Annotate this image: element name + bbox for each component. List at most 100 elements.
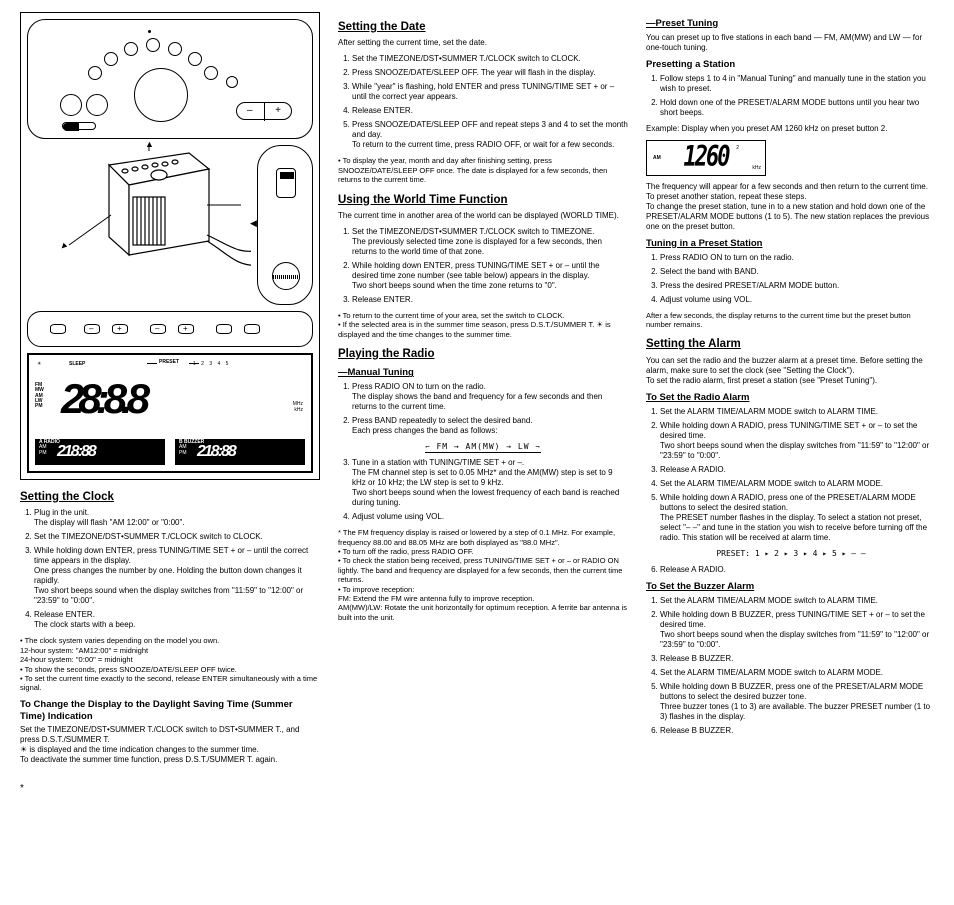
lcd-bands: FM MW AM LW PM <box>35 383 44 409</box>
lcd-mini-preset: 2 <box>736 145 739 151</box>
band-sequence: ⌐ FM → AM(MW) → LW ¬ <box>338 442 628 452</box>
mid-column: Setting the Date After setting the curre… <box>338 12 628 802</box>
h-pre-tune: Tuning in a Preset Station <box>646 238 936 250</box>
pre-step-1: Follow steps 1 to 4 in "Manual Tuning" a… <box>660 74 936 94</box>
h-dst: To Change the Display to the Daylight Sa… <box>20 699 320 723</box>
ra-step-2: While holding down A RADIO, press TUNING… <box>660 421 936 461</box>
lcd-alarm-a-seg: 218:88 <box>57 442 95 462</box>
pretune-note: After a few seconds, the display returns… <box>646 311 936 330</box>
preset-example: Example: Display when you preset AM 1260… <box>646 124 936 134</box>
manual-note: * The FM frequency display is raised or … <box>338 528 628 622</box>
diagram-device-iso: ▲ ▼ <box>27 145 251 275</box>
diagram-front-strip: – + – + <box>27 311 313 347</box>
h-manual: —Manual Tuning <box>338 367 628 379</box>
date-step-4: Release ENTER. <box>352 106 628 116</box>
lcd-preset-example: AM 1260 2 kHz <box>646 140 766 176</box>
list-manual2: Tune in a station with TUNING/TIME SET +… <box>338 458 628 522</box>
pretune-step-4: Adjust volume using VOL. <box>660 295 936 305</box>
alarm-intro: You can set the radio and the buzzer ala… <box>646 356 936 386</box>
ra-step-1: Set the ALARM TIME/ALARM MODE switch to … <box>660 407 936 417</box>
ra-step-4: Set the ALARM TIME/ALARM MODE switch to … <box>660 479 936 489</box>
lcd-mhz: MHz kHz <box>293 401 303 414</box>
ra-step-3: Release A RADIO. <box>660 465 936 475</box>
lcd-alarm-a-ampm: AM PM <box>39 445 47 456</box>
date-step-1: Set the TIMEZONE/DST•SUMMER T./CLOCK swi… <box>352 54 628 64</box>
setclock-step-3: While holding down ENTER, press TUNING/T… <box>34 546 320 606</box>
lcd-mini-freq: 1260 <box>684 140 729 176</box>
pretune-step-1: Press RADIO ON to turn on the radio. <box>660 253 936 263</box>
lcd-sleep: SLEEP <box>69 361 85 367</box>
ba-step-3: Release B BUZZER. <box>660 654 936 664</box>
list-date: Set the TIMEZONE/DST•SUMMER T./CLOCK swi… <box>338 54 628 150</box>
manual-step-4: Adjust volume using VOL. <box>352 512 628 522</box>
lcd-mini-khz: kHz <box>752 165 761 171</box>
asterisk: * <box>20 783 320 796</box>
manual-step-1: Press RADIO ON to turn on the radio. The… <box>352 382 628 412</box>
list-pretune: Press RADIO ON to turn on the radio. Sel… <box>646 253 936 305</box>
lcd-alarm-b-seg: 218:88 <box>197 442 235 462</box>
diagram-side-panel: ◀ <box>257 145 313 305</box>
h-set-radio-alarm: To Set the Radio Alarm <box>646 392 936 404</box>
preset-sequence: PRESET: 1 ▸ 2 ▸ 3 ▸ 4 ▸ 5 ▸ – – <box>646 549 936 559</box>
h-set-buzzer-alarm: To Set the Buzzer Alarm <box>646 581 936 593</box>
tz-step-3: Release ENTER. <box>352 295 628 305</box>
date-note: • To display the year, month and day aft… <box>338 156 628 184</box>
manual-step-3: Tune in a station with TUNING/TIME SET +… <box>352 458 628 508</box>
ba-step-2: While holding down B BUZZER, press TUNIN… <box>660 610 936 650</box>
ba-step-6: Release B BUZZER. <box>660 726 936 736</box>
list-prestore: Follow steps 1 to 4 in "Manual Tuning" a… <box>646 74 936 118</box>
list-radio-alarm2: Release A RADIO. <box>646 565 936 575</box>
ba-step-4: Set the ALARM TIME/ALARM MODE switch to … <box>660 668 936 678</box>
tz-note: • To return to the current time of your … <box>338 311 628 339</box>
pre-step-2: Hold down one of the PRESET/ALARM MODE b… <box>660 98 936 118</box>
device-diagram: – + <box>20 12 320 480</box>
setclock-notes: • The clock system varies depending on t… <box>20 636 320 692</box>
h-preset: —Preset Tuning <box>646 18 936 30</box>
preset-intro: You can preset up to five stations in ea… <box>646 33 936 53</box>
ba-step-1: Set the ALARM TIME/ALARM MODE switch to … <box>660 596 936 606</box>
page-root: – + <box>20 12 934 802</box>
h-tz: Using the World Time Function <box>338 193 628 207</box>
date-step-3: While "year" is flashing, hold ENTER and… <box>352 82 628 102</box>
lcd-alarm-a: A RADIO AM PM 218:88 <box>35 439 165 465</box>
lcd-preset: PRESET <box>159 359 179 365</box>
date-step-2: Press SNOOZE/DATE/SLEEP OFF. The year wi… <box>352 68 628 78</box>
h-alarm: Setting the Alarm <box>646 337 936 351</box>
setclock-step-1: Plug in the unit. The display will flash… <box>34 508 320 528</box>
ra-step-6: Release A RADIO. <box>660 565 936 575</box>
pretune-step-2: Select the band with BAND. <box>660 267 936 277</box>
tz-step-2: While holding down ENTER, press TUNING/T… <box>352 261 628 291</box>
date-intro: After setting the current time, set the … <box>338 38 628 48</box>
list-setclock: Plug in the unit. The display will flash… <box>20 508 320 630</box>
ra-step-5: While holding down A RADIO, press one of… <box>660 493 936 543</box>
ba-step-5: While holding down B BUZZER, press one o… <box>660 682 936 722</box>
diagram-top-panel: – + <box>27 19 313 139</box>
tz-intro: The current time in another area of the … <box>338 211 628 221</box>
lcd-big-seg: 28:8.8 <box>61 373 144 426</box>
lcd-alarm-b-ampm: AM PM <box>179 445 187 456</box>
date-step-5: Press SNOOZE/DATE/SLEEP OFF and repeat s… <box>352 120 628 150</box>
list-radio-alarm: Set the ALARM TIME/ALARM MODE switch to … <box>646 407 936 543</box>
preset-after: The frequency will appear for a few seco… <box>646 182 936 232</box>
list-manual: Press RADIO ON to turn on the radio. The… <box>338 382 628 436</box>
dst-text: Set the TIMEZONE/DST•SUMMER T./CLOCK swi… <box>20 725 320 765</box>
h-radio: Playing the Radio <box>338 347 628 361</box>
list-tz: Set the TIMEZONE/DST•SUMMER T./CLOCK swi… <box>338 227 628 305</box>
lcd-preset-nums: 1 2 3 4 5 <box>193 361 230 367</box>
diagram-lcd: ☀ SLEEP PRESET 1 2 3 4 5 FM MW AM LW PM … <box>27 353 313 473</box>
diagram-middle-row: ▲ ▼ ◀ <box>27 145 313 305</box>
lcd-mini-am: AM <box>653 155 661 161</box>
lcd-alarm-b: B BUZZER AM PM 218:88 <box>175 439 305 465</box>
list-buzzer-alarm: Set the ALARM TIME/ALARM MODE switch to … <box>646 596 936 736</box>
setclock-step-2: Set the TIMEZONE/DST•SUMMER T./CLOCK swi… <box>34 532 320 542</box>
tz-step-1: Set the TIMEZONE/DST•SUMMER T./CLOCK swi… <box>352 227 628 257</box>
lcd-sun: ☀ <box>37 361 41 367</box>
h-pre-store: Presetting a Station <box>646 59 936 71</box>
setclock-step-4: Release ENTER. The clock starts with a b… <box>34 610 320 630</box>
left-column: – + <box>20 12 320 802</box>
right-column: —Preset Tuning You can preset up to five… <box>646 12 936 802</box>
h-date: Setting the Date <box>338 20 628 34</box>
manual-step-2: Press BAND repeatedly to select the desi… <box>352 416 628 436</box>
h-set-clock: Setting the Clock <box>20 490 320 504</box>
pretune-step-3: Press the desired PRESET/ALARM MODE butt… <box>660 281 936 291</box>
